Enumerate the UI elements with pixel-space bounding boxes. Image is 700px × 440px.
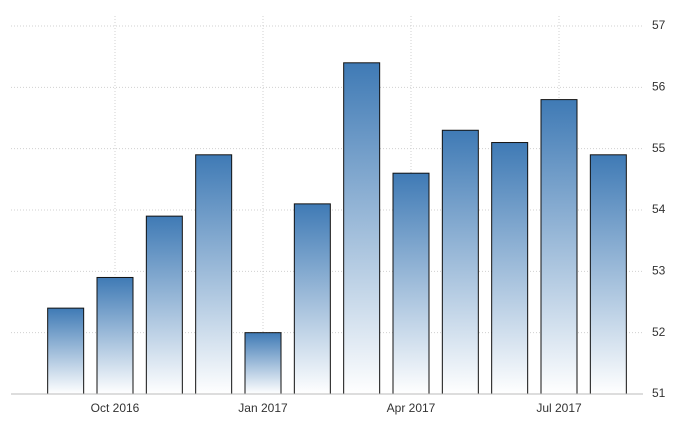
bar (293, 203, 331, 395)
bar (441, 129, 479, 395)
y-tick-label: 56 (652, 80, 666, 94)
y-tick-label: 57 (652, 18, 666, 32)
bar (392, 172, 430, 395)
y-tick-label: 52 (652, 325, 666, 339)
bar (244, 332, 282, 395)
bar (540, 99, 578, 395)
bar (145, 215, 183, 395)
y-tick-label: 51 (652, 386, 666, 400)
x-tick-label: Jul 2017 (536, 401, 582, 415)
bar (491, 142, 529, 395)
bar (96, 276, 134, 395)
y-tick-label: 55 (652, 141, 666, 155)
bar (195, 154, 233, 395)
x-tick-label: Oct 2016 (91, 401, 140, 415)
x-tick-label: Apr 2017 (387, 401, 436, 415)
bar (343, 62, 381, 395)
bar (589, 154, 627, 395)
y-tick-label: 53 (652, 264, 666, 278)
y-tick-label: 54 (652, 202, 666, 216)
x-tick-label: Jan 2017 (238, 401, 288, 415)
bar (47, 307, 85, 395)
